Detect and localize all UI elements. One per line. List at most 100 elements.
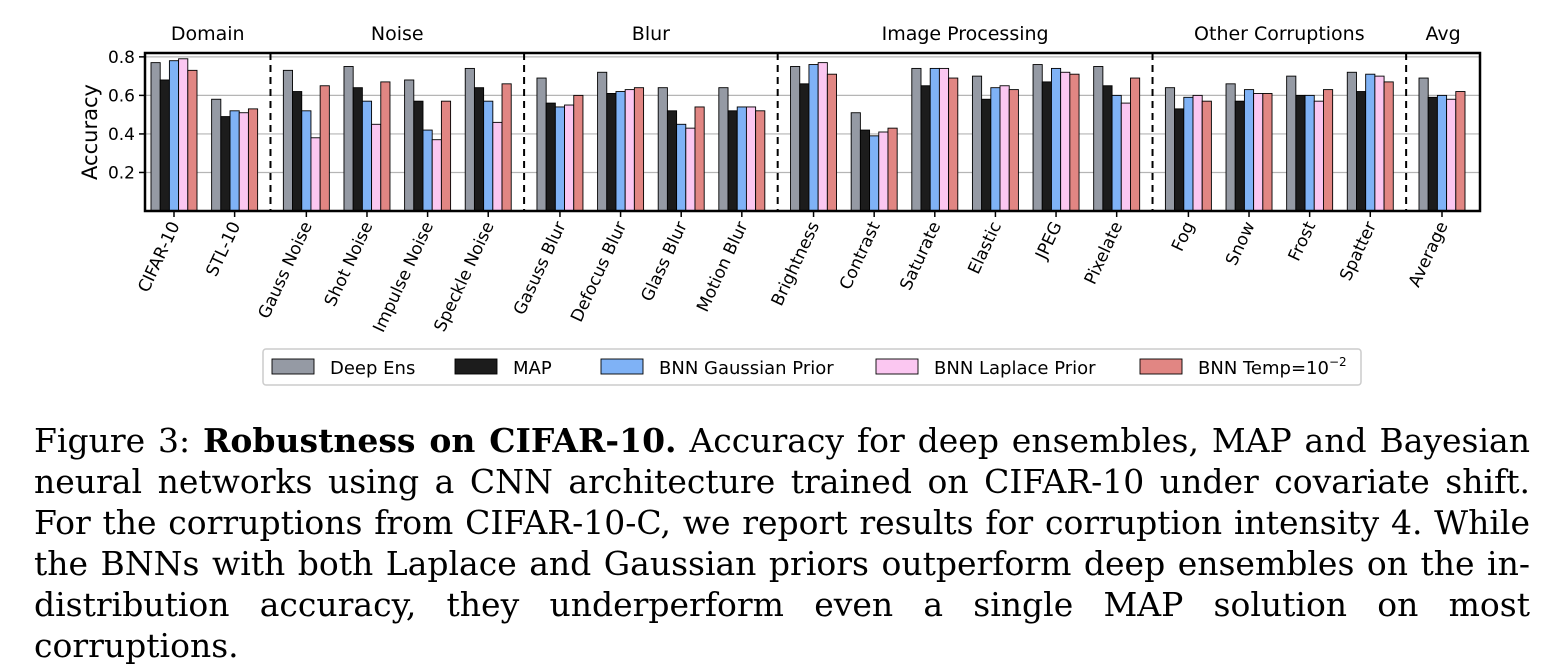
group-label-1: Noise — [371, 23, 424, 45]
x-tick-label-4: Impulse Noise — [369, 219, 438, 336]
bar-0-5 — [464, 67, 475, 212]
bar-1-8 — [666, 110, 678, 212]
legend-swatch-3 — [875, 358, 919, 375]
bar-2-7 — [615, 91, 626, 212]
x-tick-label-11: Contrast — [836, 218, 885, 293]
x-tick-label-18: Frost — [1285, 218, 1321, 264]
x-tick-label-17: Snow — [1222, 219, 1260, 269]
x-tick-label-7: Defocus Blur — [567, 219, 631, 326]
bar-3-0 — [178, 58, 189, 212]
bar-1-1 — [220, 116, 231, 212]
bar-1-9 — [727, 110, 738, 212]
legend-swatch-1 — [454, 358, 498, 375]
bar-3-2 — [310, 137, 321, 212]
bar-0-17 — [1225, 83, 1236, 212]
bar-0-4 — [404, 79, 415, 212]
x-tick-label-12: Saturate — [896, 219, 945, 294]
legend-label-4: BNN Temp=10−2 — [1198, 355, 1347, 379]
bar-1-2 — [292, 91, 303, 212]
legend-swatch-4 — [1139, 358, 1183, 375]
bar-2-12 — [929, 67, 940, 212]
bar-2-14 — [1050, 67, 1062, 212]
bar-0-7 — [597, 71, 608, 212]
bar-0-10 — [790, 66, 801, 212]
caption-body: Accuracy for deep ensembles, MAP and Bay… — [34, 421, 1530, 665]
bar-2-18 — [1304, 94, 1315, 212]
bar-3-17 — [1253, 93, 1264, 212]
bar-1-19 — [1356, 91, 1367, 212]
legend-swatch-2 — [600, 358, 644, 375]
bar-1-16 — [1174, 108, 1185, 212]
bar-2-6 — [554, 106, 566, 212]
bar-1-0 — [159, 79, 170, 212]
bar-0-14 — [1032, 64, 1043, 212]
group-label-5: Avg — [1425, 23, 1460, 45]
bar-4-1 — [247, 108, 259, 212]
x-tick-label-15: Pixelate — [1081, 219, 1127, 288]
bar-1-6 — [545, 102, 556, 212]
legend-label-3: BNN Laplace Prior — [934, 358, 1096, 379]
bar-2-2 — [301, 110, 312, 212]
bar-0-8 — [657, 87, 668, 212]
bar-4-12 — [948, 77, 959, 212]
x-tick-label-6: Gasuss Blur — [510, 219, 571, 319]
bar-4-11 — [887, 127, 898, 212]
x-tick-label-8: Glass Blur — [637, 219, 691, 305]
legend-label-1: MAP — [513, 358, 552, 379]
bar-3-15 — [1120, 102, 1131, 212]
bar-3-18 — [1313, 100, 1324, 212]
bar-4-16 — [1201, 100, 1212, 212]
x-tick-label-14: JPEG — [1031, 219, 1066, 264]
bar-4-13 — [1008, 89, 1019, 212]
bar-2-10 — [808, 64, 819, 212]
legend: Deep Ens MAP BNN Gaussian Prior BNN Laplace… — [262, 348, 1362, 386]
bar-2-4 — [422, 129, 433, 212]
y-axis: 0.2 0.4 0.6 0.8 — [108, 48, 145, 183]
group-label-2: Blur — [632, 23, 670, 45]
bar-1-20 — [1427, 96, 1438, 212]
bar-1-13 — [981, 98, 992, 212]
group-label-0: Domain — [171, 23, 245, 45]
bar-2-8 — [676, 123, 687, 212]
bar-0-15 — [1093, 66, 1104, 212]
legend-label-2: BNN Gaussian Prior — [659, 358, 834, 379]
bar-1-17 — [1234, 100, 1245, 212]
x-tick-label-20: Average — [1405, 219, 1453, 291]
bar-3-8 — [685, 127, 696, 212]
bar-3-1 — [238, 112, 249, 212]
legend-swatch-0 — [271, 358, 315, 375]
bar-4-14 — [1069, 73, 1080, 212]
bar-3-16 — [1192, 94, 1203, 212]
bar-0-3 — [343, 66, 354, 212]
bar-0-1 — [211, 98, 222, 212]
bar-1-11 — [859, 129, 871, 212]
x-tick-label-2: Gauss Noise — [255, 219, 317, 322]
caption-title: Robustness on CIFAR-10. — [203, 421, 677, 460]
plot-frame — [143, 51, 1482, 213]
y-tick-label-1: 0.4 — [108, 125, 135, 145]
bar-2-16 — [1183, 96, 1194, 212]
x-tick-label-16: Fog — [1168, 219, 1199, 255]
bar-2-3 — [361, 100, 373, 212]
bar-3-10 — [817, 62, 828, 212]
bar-1-18 — [1295, 94, 1306, 212]
bar-2-15 — [1111, 94, 1122, 212]
bar-4-7 — [633, 87, 645, 212]
x-tick-label-3: Shot Noise — [321, 219, 378, 310]
y-tick-label-2: 0.6 — [108, 86, 135, 106]
bar-4-17 — [1262, 93, 1273, 212]
bar-1-15 — [1102, 85, 1113, 212]
bar-1-7 — [606, 93, 617, 212]
bar-4-0 — [187, 69, 198, 212]
bar-3-3 — [371, 123, 382, 212]
group-label-3: Image Processing — [882, 23, 1049, 45]
bar-1-5 — [473, 87, 485, 212]
bar-0-2 — [282, 69, 294, 212]
bar-1-12 — [920, 85, 931, 212]
bar-3-4 — [431, 139, 442, 212]
bar-4-18 — [1322, 89, 1334, 212]
x-tick-label-1: STL-10 — [202, 219, 245, 280]
bar-2-11 — [869, 135, 880, 212]
caption-prefix: Figure 3: — [34, 421, 191, 460]
x-axis: CIFAR-10 STL-10 Gauss Noise Shot NoiseImpul… — [134, 211, 1453, 336]
